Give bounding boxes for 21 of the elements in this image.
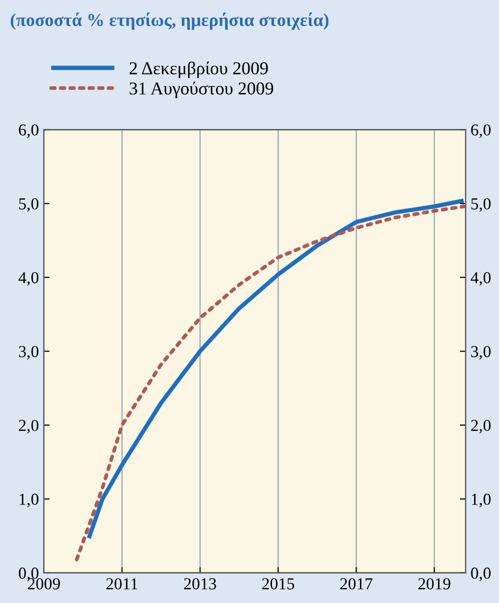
y2-tick-label: 3,0 — [471, 346, 491, 360]
y-tick-label: 1,0 — [20, 494, 38, 508]
x-tick-label: 2017 — [340, 578, 372, 590]
y-tick-label: 5,0 — [19, 198, 38, 212]
legend-label: 2 Δεκεμβρίου 2009 — [130, 61, 268, 78]
y2-tick-label: 2,0 — [471, 420, 491, 434]
y2-tick-label: 4,0 — [470, 272, 491, 286]
x-tick-label: 2019 — [418, 578, 450, 590]
y2-tick-label: 1,0 — [472, 494, 491, 508]
y2-tick-label: 6,0 — [471, 124, 491, 138]
x-tick-label: 2011 — [106, 578, 138, 590]
y-tick-label: 2,0 — [18, 420, 38, 434]
y2-tick-label: 0,0 — [471, 568, 491, 582]
y2-tick-label: 5,0 — [471, 198, 491, 212]
x-tick-label: 2015 — [262, 578, 294, 590]
y-tick-label: 4,0 — [18, 272, 38, 286]
y-tick-label: 6,0 — [18, 124, 38, 138]
y-tick-label: 3,0 — [19, 346, 38, 360]
chart-title: (ποσοστά % ετησίως, ημερήσια στοιχεία) — [10, 12, 328, 30]
legend-label: 31 Αυγούστου 2009 — [130, 82, 274, 98]
x-tick-label: 2013 — [184, 578, 216, 590]
